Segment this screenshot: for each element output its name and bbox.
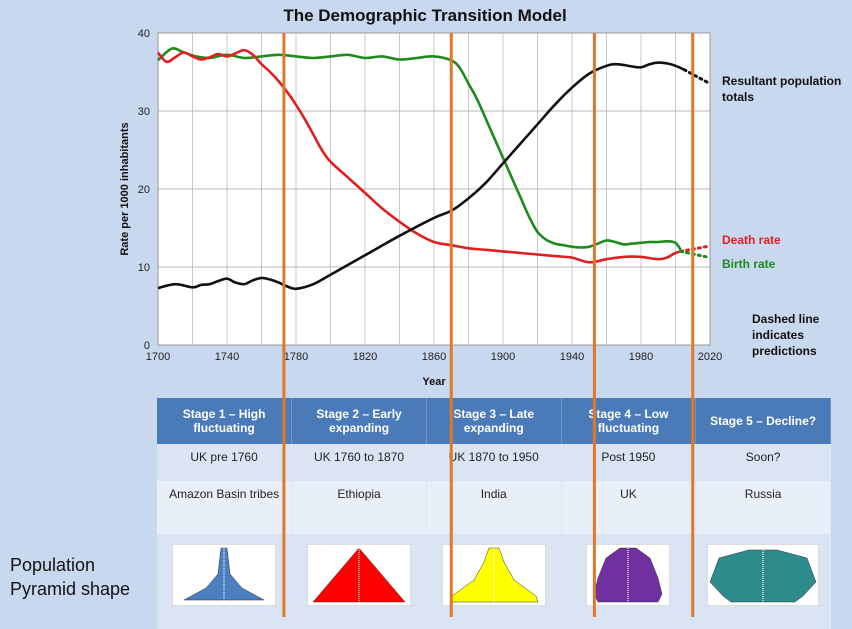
x-axis-label: Year bbox=[422, 376, 446, 388]
stage-4-pyramid bbox=[585, 543, 671, 607]
pyramid-shape-label: Population Pyramid shape bbox=[10, 553, 130, 601]
stages-pyramid-row bbox=[157, 534, 831, 629]
stages-table: Stage 1 – High fluctuating Stage 2 – Ear… bbox=[157, 398, 831, 629]
stage-2-period: UK 1760 to 1870 bbox=[291, 444, 427, 481]
stage-3-example: India bbox=[426, 481, 562, 534]
pyramid-label-line2: Pyramid shape bbox=[10, 579, 131, 599]
stage-2-header: Stage 2 – Early expanding bbox=[291, 398, 427, 444]
x-tick-label: 1700 bbox=[146, 351, 170, 363]
x-tick-label: 1780 bbox=[284, 351, 308, 363]
death-rate-line bbox=[156, 48, 685, 264]
prediction-note: Dashed line indicates predictions bbox=[752, 312, 823, 358]
annotations: Resultant population totals Death rate B… bbox=[722, 74, 845, 358]
x-tick-label: 1940 bbox=[560, 351, 584, 363]
population-annotation-line2: totals bbox=[722, 90, 754, 104]
stage-5-period: Soon? bbox=[695, 444, 831, 481]
prediction-note-line2: indicates bbox=[752, 328, 804, 342]
series-lines bbox=[156, 47, 685, 291]
stage-1-period: UK pre 1760 bbox=[157, 444, 293, 481]
population-annotation: Resultant population totals bbox=[722, 74, 845, 104]
stage-1-pyramid-cell bbox=[157, 534, 293, 629]
stage-1-example: Amazon Basin tribes bbox=[157, 481, 293, 534]
x-tick-label: 1900 bbox=[491, 351, 515, 363]
death-rate-prediction bbox=[679, 244, 712, 253]
prediction-lines bbox=[679, 68, 712, 260]
prediction-note-line3: predictions bbox=[752, 344, 817, 358]
stage-1-pyramid bbox=[171, 543, 277, 607]
stage-3-pyramid-cell bbox=[426, 534, 562, 629]
y-tick-label: 40 bbox=[138, 28, 150, 40]
stage-5-pyramid-cell bbox=[695, 534, 831, 629]
birth-rate-annotation: Birth rate bbox=[722, 257, 776, 271]
stage-3-header: Stage 3 – Late expanding bbox=[426, 398, 562, 444]
stages-period-row: UK pre 1760 UK 1760 to 1870 UK 1870 to 1… bbox=[157, 444, 831, 481]
x-tick-label: 1740 bbox=[215, 351, 239, 363]
birth-rate-line bbox=[157, 47, 682, 251]
population-annotation-line1: Resultant population bbox=[722, 74, 841, 88]
birth-rate-prediction bbox=[679, 249, 712, 260]
stage-4-example: UK bbox=[561, 481, 697, 534]
chart-title: The Demographic Transition Model bbox=[283, 6, 566, 25]
y-tick-label: 20 bbox=[138, 184, 150, 196]
stage-4-pyramid-cell bbox=[561, 534, 697, 629]
stage-2-pyramid-cell bbox=[291, 534, 427, 629]
y-tick-label: 30 bbox=[138, 106, 150, 118]
x-tick-label: 1820 bbox=[353, 351, 377, 363]
stage-2-example: Ethiopia bbox=[291, 481, 427, 534]
death-rate-annotation: Death rate bbox=[722, 233, 781, 247]
plot-border bbox=[157, 32, 711, 346]
stage-3-period: UK 1870 to 1950 bbox=[426, 444, 562, 481]
stages-example-row: Amazon Basin tribes Ethiopia India UK Ru… bbox=[157, 481, 831, 534]
y-tick-label: 0 bbox=[144, 340, 150, 352]
stage-2-pyramid bbox=[306, 543, 412, 607]
stage-1-header: Stage 1 – High fluctuating bbox=[157, 398, 293, 444]
axis-ticks: 1700 1740 1780 1820 1860 1900 1940 1980 2020 0 10 2… bbox=[138, 28, 722, 363]
y-tick-label: 10 bbox=[138, 262, 150, 274]
stage-4-period: Post 1950 bbox=[561, 444, 697, 481]
stage-5-header: Stage 5 – Decline? bbox=[695, 398, 831, 444]
x-tick-label: 2020 bbox=[698, 351, 722, 363]
stages-header-row: Stage 1 – High fluctuating Stage 2 – Ear… bbox=[157, 398, 831, 444]
y-axis-label: Rate per 1000 inhabitants bbox=[119, 122, 131, 255]
x-tick-label: 1980 bbox=[629, 351, 653, 363]
stage-5-pyramid bbox=[706, 543, 820, 607]
resultant-population-totals-line bbox=[157, 61, 685, 291]
resultant-population-totals-prediction bbox=[682, 68, 712, 86]
stage-5-example: Russia bbox=[695, 481, 831, 534]
stage-3-pyramid bbox=[441, 543, 547, 607]
prediction-note-line1: Dashed line bbox=[752, 312, 820, 326]
stage-4-header: Stage 4 – Low fluctuating bbox=[561, 398, 697, 444]
x-tick-label: 1860 bbox=[422, 351, 446, 363]
pyramid-label-line1: Population bbox=[10, 555, 96, 575]
